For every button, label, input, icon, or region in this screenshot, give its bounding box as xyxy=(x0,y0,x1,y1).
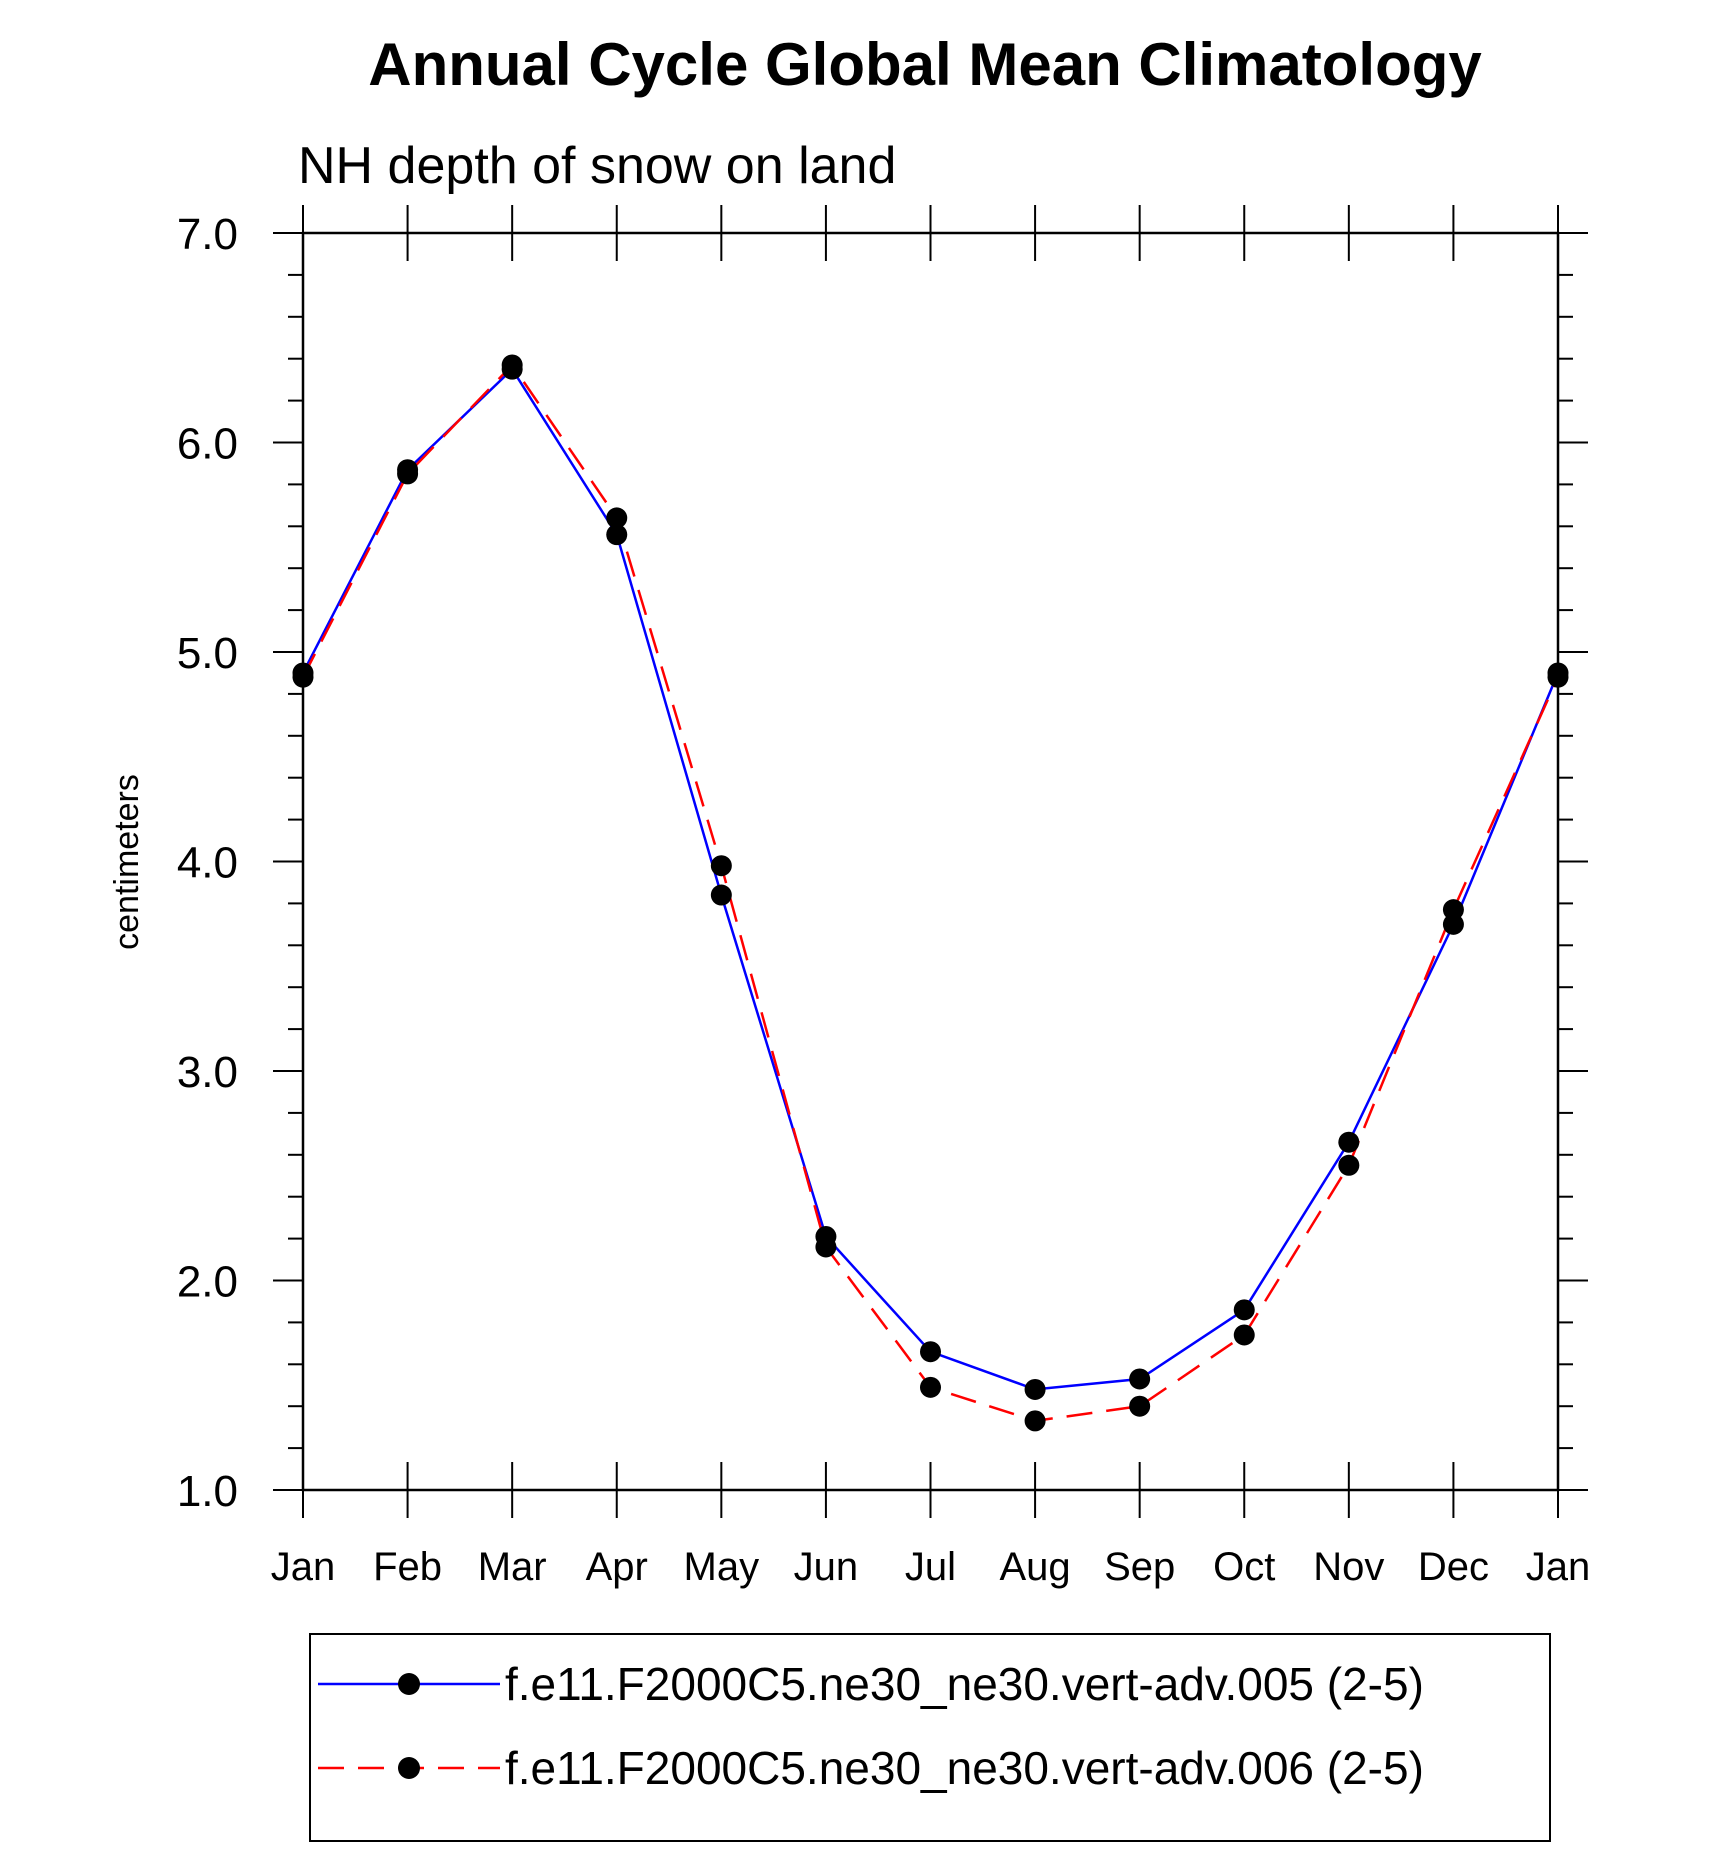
y-tick-label: 2.0 xyxy=(177,1258,238,1307)
y-tick-label: 1.0 xyxy=(177,1467,238,1516)
x-tick-label: Jan xyxy=(1526,1545,1591,1589)
data-point-series-2 xyxy=(815,1236,837,1258)
legend-label-2: f.e11.F2000C5.ne30_ne30.vert-adv.006 (2-… xyxy=(505,1742,1424,1794)
y-tick-label: 7.0 xyxy=(177,210,238,259)
x-tick-label: Feb xyxy=(373,1545,442,1589)
x-tick-label: Nov xyxy=(1313,1545,1384,1589)
data-point-series-2 xyxy=(920,1376,941,1398)
chart-title: Annual Cycle Global Mean Climatology xyxy=(368,31,1482,98)
y-tick-label: 5.0 xyxy=(177,629,238,678)
series-line-1 xyxy=(301,367,1560,1391)
data-point-series-2 xyxy=(501,354,523,376)
data-point-series-1 xyxy=(1338,1131,1360,1153)
x-tick-label: Dec xyxy=(1418,1545,1489,1589)
y-axis-label: centimeters xyxy=(108,774,146,950)
data-point-series-2 xyxy=(1024,1410,1046,1432)
legend-box xyxy=(309,1633,1551,1842)
y-tick-label: 6.0 xyxy=(177,420,238,469)
y-tick-label: 4.0 xyxy=(177,839,238,888)
data-point-series-2 xyxy=(1338,1154,1360,1176)
x-tick-label: Sep xyxy=(1104,1545,1175,1589)
x-tick-label: May xyxy=(684,1545,760,1589)
legend-marker-2 xyxy=(398,1757,420,1779)
x-tick-label: Jul xyxy=(905,1545,956,1589)
data-point-series-1 xyxy=(1442,913,1464,935)
x-tick-label: Apr xyxy=(586,1545,648,1589)
data-point-series-2 xyxy=(1233,1324,1255,1346)
data-point-series-1 xyxy=(1024,1378,1046,1400)
data-point-series-1 xyxy=(606,524,628,546)
y-tick-label: 3.0 xyxy=(177,1048,238,1097)
series-line-2 xyxy=(301,363,1560,1423)
data-point-series-1 xyxy=(920,1341,941,1363)
legend-marker-1 xyxy=(398,1673,420,1695)
series-layer xyxy=(292,354,1569,1432)
data-point-series-1 xyxy=(1233,1299,1255,1321)
plot-frame xyxy=(301,231,1560,1492)
data-point-series-1 xyxy=(1129,1368,1151,1390)
data-point-series-2 xyxy=(397,463,419,485)
x-tick-label: Jun xyxy=(794,1545,859,1589)
data-point-series-2 xyxy=(292,666,314,688)
x-tick-label: Mar xyxy=(478,1545,547,1589)
data-point-series-2 xyxy=(1547,666,1569,688)
data-point-series-2 xyxy=(710,855,732,877)
axes: 1.0 2.0 3.0 4.0 5.0 6.0 7.0 Jan Feb Mar Apr May Jun J… xyxy=(177,205,1590,1589)
x-tick-label: Aug xyxy=(999,1545,1070,1589)
x-tick-label: Jan xyxy=(271,1545,336,1589)
x-tick-label: Oct xyxy=(1213,1545,1275,1589)
legend-label-1: f.e11.F2000C5.ne30_ne30.vert-adv.005 (2-… xyxy=(505,1658,1424,1710)
data-point-series-2 xyxy=(606,507,628,529)
legend: f.e11.F2000C5.ne30_ne30.vert-adv.005 (2-… xyxy=(309,1633,1551,1842)
data-point-series-1 xyxy=(710,884,732,906)
chart-subtitle: NH depth of snow on land xyxy=(298,137,896,195)
data-point-series-2 xyxy=(1442,899,1464,921)
data-point-series-2 xyxy=(1129,1395,1151,1417)
